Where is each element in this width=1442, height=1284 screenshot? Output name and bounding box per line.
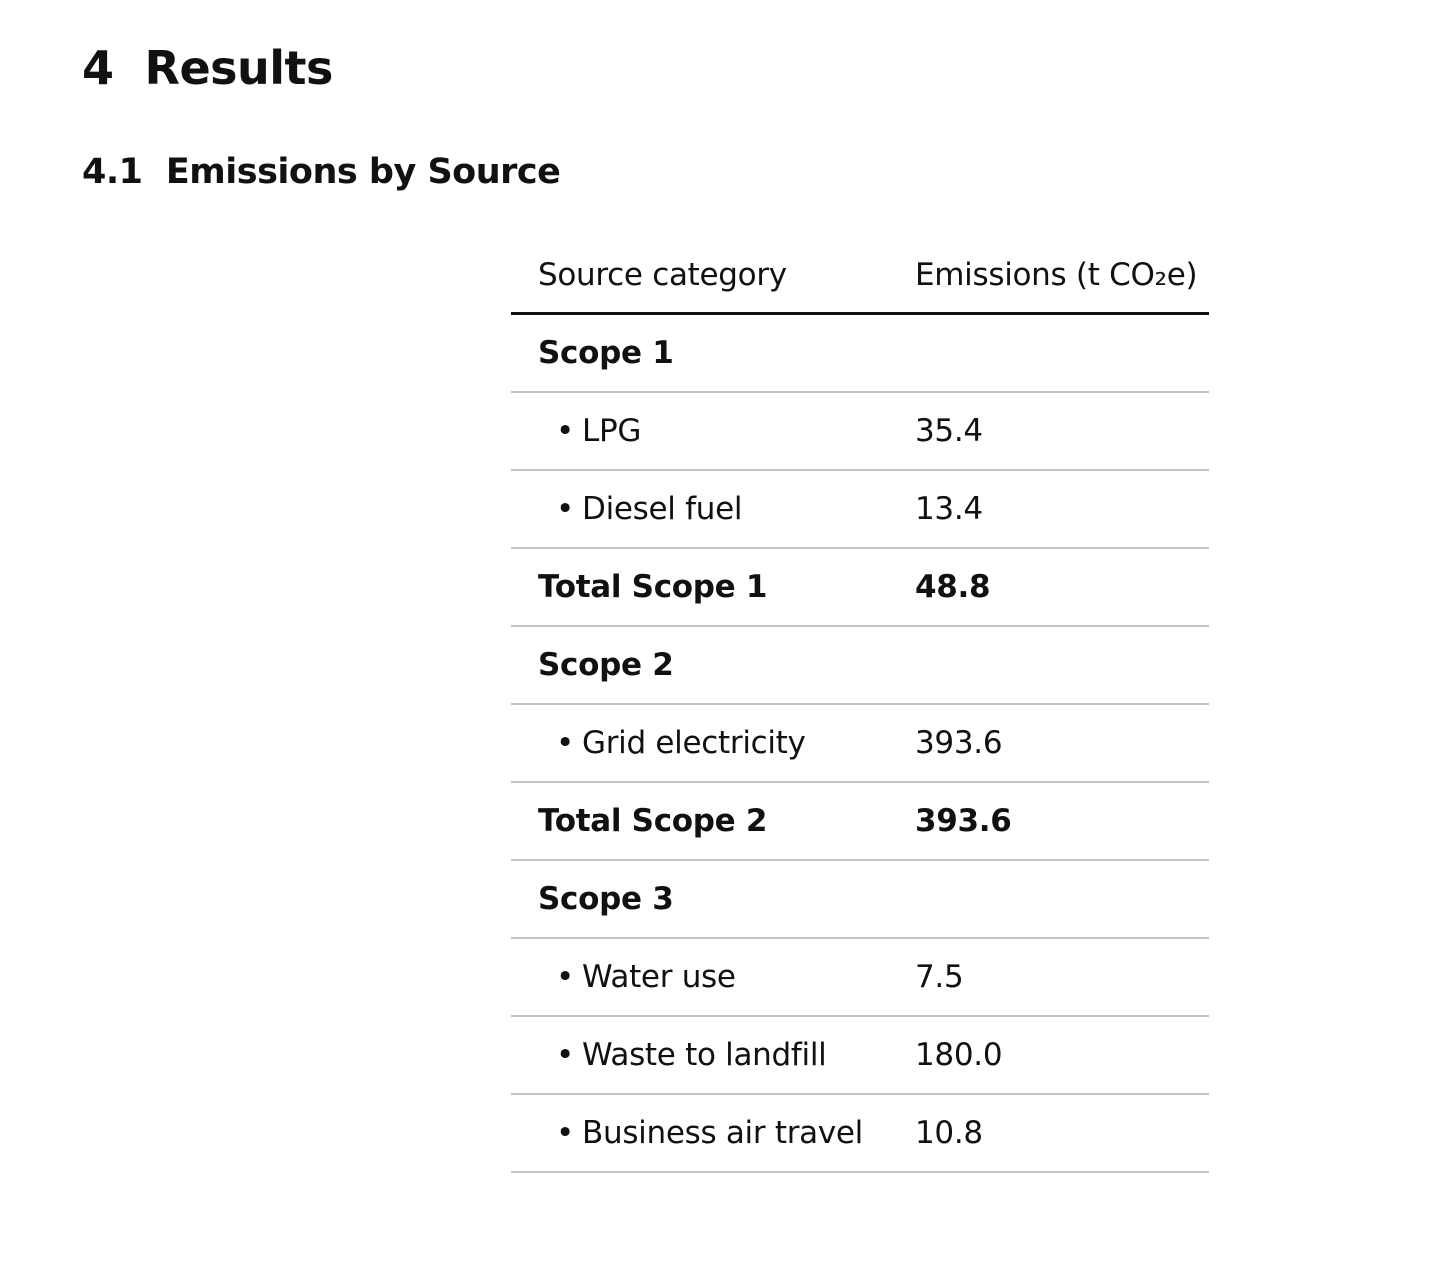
column-header-emissions: Emissions (t CO₂e) bbox=[888, 238, 1209, 315]
row-label-cell: • Water use bbox=[511, 938, 888, 1017]
row-label: Scope 1 bbox=[511, 313, 888, 393]
row-label-cell: • Diesel fuel bbox=[511, 470, 888, 549]
column-header-source-category: Source category bbox=[511, 238, 888, 315]
emissions-table-container: Source category Emissions (t CO₂e) Scope… bbox=[511, 238, 1209, 1173]
section-heading: 4 Results bbox=[82, 41, 333, 95]
row-label-cell: • Business air travel bbox=[511, 1094, 888, 1173]
row-label: Grid electricity bbox=[582, 725, 806, 761]
row-value: 48.8 bbox=[888, 548, 1209, 627]
table-row-business-air-travel: • Business air travel 10.8 bbox=[511, 1094, 1209, 1173]
table-row-grid-electricity: • Grid electricity 393.6 bbox=[511, 704, 1209, 783]
row-value: 7.5 bbox=[888, 938, 1209, 1017]
row-value bbox=[888, 313, 1209, 393]
table-header-row: Source category Emissions (t CO₂e) bbox=[511, 238, 1209, 315]
row-label: Diesel fuel bbox=[582, 491, 743, 527]
table-row-scope-1: Scope 1 bbox=[511, 313, 1209, 393]
row-label: Total Scope 2 bbox=[511, 782, 888, 861]
row-label-cell: • LPG bbox=[511, 392, 888, 471]
row-label: Water use bbox=[582, 959, 736, 995]
row-value: 13.4 bbox=[888, 470, 1209, 549]
row-value: 180.0 bbox=[888, 1016, 1209, 1095]
table-row-scope-2: Scope 2 bbox=[511, 626, 1209, 705]
row-label: Scope 3 bbox=[511, 860, 888, 939]
row-value bbox=[888, 626, 1209, 705]
table-row-diesel-fuel: • Diesel fuel 13.4 bbox=[511, 470, 1209, 549]
row-value: 10.8 bbox=[888, 1094, 1209, 1173]
row-value: 35.4 bbox=[888, 392, 1209, 471]
row-label: Business air travel bbox=[582, 1115, 863, 1151]
bullet: • bbox=[556, 1037, 574, 1073]
row-label: Total Scope 1 bbox=[511, 548, 888, 627]
table-row-water-use: • Water use 7.5 bbox=[511, 938, 1209, 1017]
table-row-waste-to-landfill: • Waste to landfill 180.0 bbox=[511, 1016, 1209, 1095]
bullet: • bbox=[556, 1115, 574, 1151]
subsection-heading: 4.1 Emissions by Source bbox=[82, 152, 561, 192]
bullet: • bbox=[556, 491, 574, 527]
row-value: 393.6 bbox=[888, 782, 1209, 861]
row-label: Scope 2 bbox=[511, 626, 888, 705]
table-row-total-scope-1: Total Scope 1 48.8 bbox=[511, 548, 1209, 627]
row-label: Waste to landfill bbox=[582, 1037, 827, 1073]
table-row-lpg: • LPG 35.4 bbox=[511, 392, 1209, 471]
table-row-scope-3: Scope 3 bbox=[511, 860, 1209, 939]
bullet: • bbox=[556, 959, 574, 995]
row-value bbox=[888, 860, 1209, 939]
row-value: 393.6 bbox=[888, 704, 1209, 783]
row-label-cell: • Waste to landfill bbox=[511, 1016, 888, 1095]
emissions-by-source-table: Source category Emissions (t CO₂e) Scope… bbox=[511, 238, 1209, 1173]
bullet: • bbox=[556, 413, 574, 449]
bullet: • bbox=[556, 725, 574, 761]
row-label-cell: • Grid electricity bbox=[511, 704, 888, 783]
row-label: LPG bbox=[582, 413, 642, 449]
table-row-total-scope-2: Total Scope 2 393.6 bbox=[511, 782, 1209, 861]
